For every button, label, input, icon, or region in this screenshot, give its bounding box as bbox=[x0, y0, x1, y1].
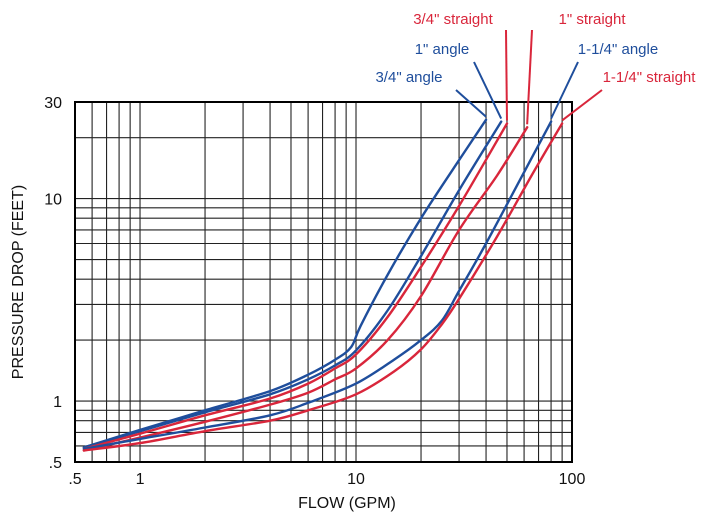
series-line-1-1-4-straight bbox=[82, 122, 564, 452]
grid bbox=[74, 101, 573, 463]
leader-1-1-4-straight bbox=[561, 89, 603, 122]
leader-3-4-angle bbox=[455, 89, 487, 118]
series-line-3-4-straight bbox=[82, 122, 509, 451]
series-line-1-straight bbox=[82, 126, 529, 452]
x-axis-title: FLOW (GPM) bbox=[298, 495, 396, 512]
leader-3-4-straight bbox=[505, 29, 508, 121]
label-1-1-4-straight: 1-1/4" straight bbox=[603, 69, 697, 86]
label-3-4-angle: 3/4" angle bbox=[375, 69, 442, 86]
x-tick-label: .5 bbox=[68, 471, 81, 488]
y-tick-label: 10 bbox=[44, 192, 62, 209]
y-tick-label: .5 bbox=[49, 455, 62, 472]
label-1-straight: 1" straight bbox=[558, 11, 626, 28]
leader-1-1-4-angle bbox=[550, 61, 579, 120]
y-tick-label: 1 bbox=[53, 394, 62, 411]
y-tick-label: 30 bbox=[44, 95, 62, 112]
plot-frame bbox=[74, 101, 573, 463]
x-tick-label: 1 bbox=[136, 471, 145, 488]
label-3-4-straight: 3/4" straight bbox=[413, 11, 493, 28]
leader-1-straight bbox=[526, 29, 533, 125]
series-line-1-angle bbox=[82, 120, 503, 449]
y-axis-title: PRESSURE DROP (FEET) bbox=[10, 185, 27, 379]
tick-labels: .5 1 10 100 .5 1 10 30 bbox=[44, 95, 585, 488]
leader-1-angle bbox=[473, 61, 503, 120]
label-leaders bbox=[455, 29, 603, 125]
series-line-3-4-angle bbox=[82, 118, 488, 449]
label-1-angle: 1" angle bbox=[415, 41, 470, 58]
series-group bbox=[82, 118, 564, 452]
series-line-1-1-4-angle bbox=[82, 120, 553, 451]
label-1-1-4-angle: 1-1/4" angle bbox=[578, 41, 658, 58]
x-tick-label: 100 bbox=[559, 471, 586, 488]
x-tick-label: 10 bbox=[347, 471, 365, 488]
